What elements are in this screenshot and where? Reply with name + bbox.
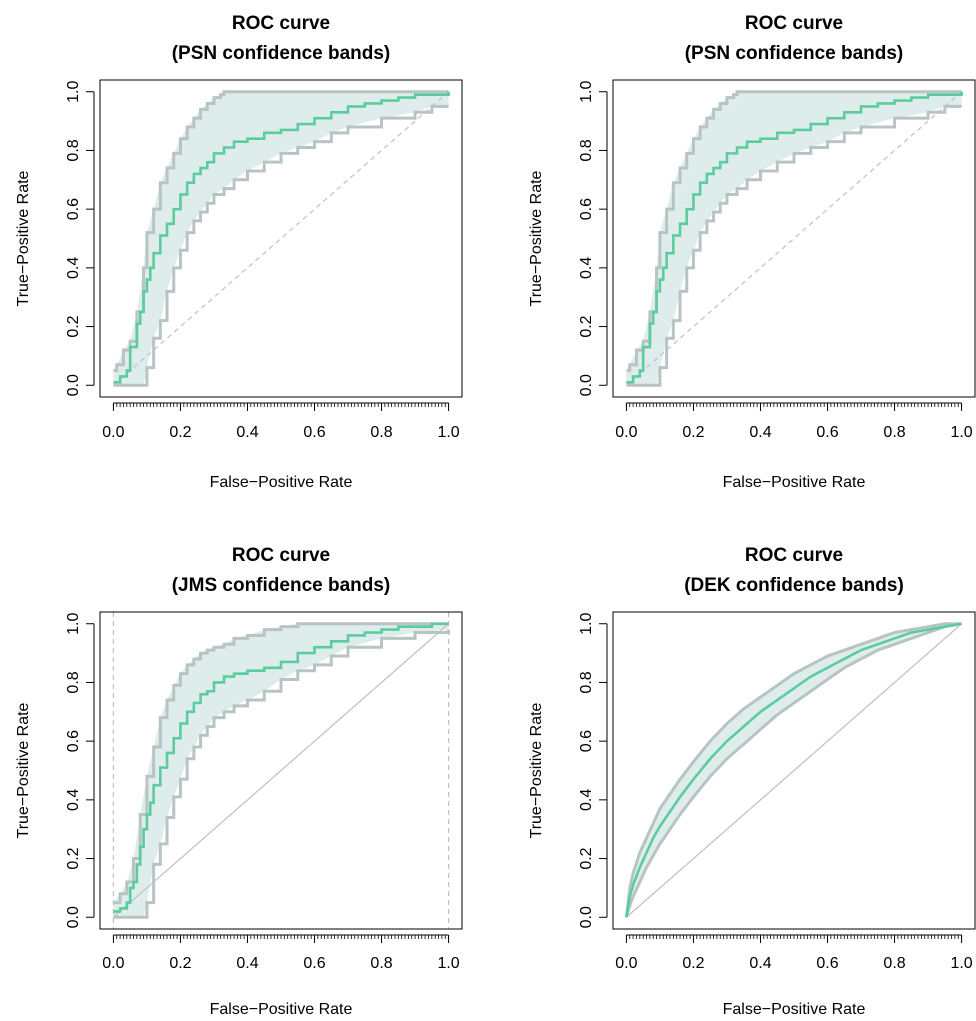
y-axis-label: True−Positive Rate	[528, 702, 545, 838]
x-tick-label: 0.0	[102, 955, 124, 972]
roc-curve-line	[113, 622, 449, 913]
chance-diagonal	[113, 91, 449, 386]
x-axis-label: False−Positive Rate	[723, 1001, 866, 1018]
y-tick-label: 0.0	[65, 906, 82, 928]
roc-curve-line	[113, 91, 450, 384]
band-lower-edge	[113, 104, 449, 387]
chance-diagonal	[113, 623, 449, 918]
y-tick-label: 0.8	[65, 671, 82, 693]
y-axis-label: True−Positive Rate	[528, 170, 545, 306]
plot-frame	[612, 79, 976, 398]
roc-curve-line	[625, 622, 962, 918]
y-tick-label: 0.6	[578, 198, 595, 220]
band-lower-edge	[626, 104, 962, 387]
x-tick-label: 0.6	[303, 955, 325, 972]
y-tick-label: 0.2	[578, 847, 595, 869]
roc-panel-3: ROC curve (JMS confidence bands) 0.0 0.2 0.4…	[15, 545, 463, 1018]
x-axis-label: False−Positive Rate	[210, 1001, 353, 1018]
x-tick-label: 0.8	[883, 955, 905, 972]
y-tick-label: 0.0	[578, 374, 595, 396]
band-upper-edge	[113, 622, 449, 905]
chart-title: ROC curve	[745, 13, 843, 34]
chart-title: ROC curve	[745, 545, 843, 566]
chart-title: ROC curve	[232, 13, 330, 34]
confidence-band	[113, 91, 449, 386]
y-tick-label: 0.0	[578, 906, 595, 928]
roc-curve-line	[626, 91, 963, 384]
chart-title: ROC curve	[232, 545, 330, 566]
x-tick-label: 0.4	[236, 424, 258, 441]
y-tick-label: 0.4	[578, 789, 595, 811]
x-tick-label: 0.2	[682, 955, 704, 972]
y-tick-label: 0.4	[578, 257, 595, 279]
x-tick-label: 0.8	[370, 424, 392, 441]
y-axis-label: True−Positive Rate	[15, 702, 32, 838]
chance-diagonal	[626, 91, 962, 386]
band-lower-edge	[113, 629, 451, 919]
y-axis-label: True−Positive Rate	[15, 170, 32, 306]
x-axis-label: False−Positive Rate	[723, 474, 866, 491]
x-tick-label: 0.4	[749, 955, 771, 972]
y-tick-label: 0.4	[65, 257, 82, 279]
roc-panel-4: ROC curve (DEK confidence bands) 0.0 0.2 0.4…	[528, 545, 976, 1018]
x-tick-label: 0.0	[615, 955, 637, 972]
y-tick-label: 0.8	[578, 671, 595, 693]
x-tick-label: 0.2	[169, 955, 191, 972]
x-axis-label: False−Positive Rate	[210, 474, 353, 491]
band-upper-edge	[624, 622, 962, 918]
y-tick-label: 0.4	[65, 789, 82, 811]
roc-panel-2: ROC curve (PSN confidence bands) 0.0 0.2 0.4…	[528, 13, 976, 491]
confidence-band	[626, 91, 962, 386]
y-tick-label: 0.6	[578, 730, 595, 752]
x-tick-label: 0.4	[749, 424, 771, 441]
y-tick-label: 0.6	[65, 730, 82, 752]
x-tick-label: 0.2	[682, 424, 704, 441]
plot-frame	[612, 611, 976, 930]
x-tick-label: 0.2	[169, 424, 191, 441]
x-tick-label: 1.0	[437, 955, 459, 972]
confidence-band	[113, 623, 449, 918]
y-tick-label: 1.0	[65, 613, 82, 635]
x-tick-label: 1.0	[950, 955, 972, 972]
x-tick-label: 0.8	[883, 424, 905, 441]
y-tick-label: 0.8	[65, 139, 82, 161]
x-tick-label: 1.0	[950, 424, 972, 441]
confidence-band	[626, 623, 962, 918]
chart-subtitle: (PSN confidence bands)	[685, 43, 904, 64]
x-tick-label: 0.4	[236, 955, 258, 972]
x-tick-label: 0.0	[615, 424, 637, 441]
y-tick-label: 1.0	[578, 613, 595, 635]
y-tick-label: 1.0	[578, 81, 595, 103]
x-tick-label: 0.6	[303, 424, 325, 441]
plot-frame	[99, 79, 463, 398]
x-tick-label: 0.8	[370, 955, 392, 972]
y-tick-label: 1.0	[65, 81, 82, 103]
y-tick-label: 0.2	[65, 847, 82, 869]
band-lower-edge	[624, 622, 962, 918]
chart-subtitle: (DEK confidence bands)	[684, 575, 904, 596]
x-tick-label: 1.0	[437, 424, 459, 441]
plot-frame	[99, 611, 463, 930]
y-tick-label: 0.0	[65, 374, 82, 396]
roc-panel-1: ROC curve (PSN confidence bands) 0.0 0.2 0.4…	[15, 13, 463, 491]
chart-subtitle: (JMS confidence bands)	[172, 575, 391, 596]
y-tick-label: 0.2	[65, 315, 82, 337]
x-tick-label: 0.6	[816, 424, 838, 441]
chance-diagonal	[626, 623, 962, 918]
y-tick-label: 0.6	[65, 198, 82, 220]
chart-subtitle: (PSN confidence bands)	[172, 43, 391, 64]
x-tick-label: 0.0	[102, 424, 124, 441]
y-tick-label: 0.2	[578, 315, 595, 337]
y-tick-label: 0.8	[578, 139, 595, 161]
x-tick-label: 0.6	[816, 955, 838, 972]
